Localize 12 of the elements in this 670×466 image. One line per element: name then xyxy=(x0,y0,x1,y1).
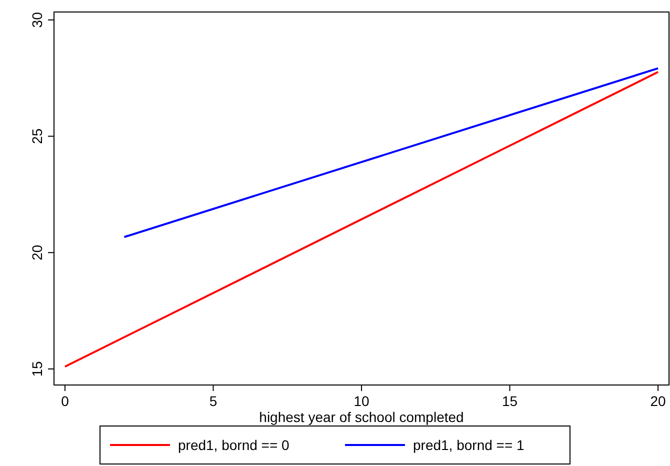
legend-label: pred1, bornd == 1 xyxy=(413,437,525,453)
y-tick-label: 30 xyxy=(29,12,45,28)
x-tick-label: 0 xyxy=(61,393,70,409)
x-tick-label: 10 xyxy=(354,393,370,409)
x-tick-label: 5 xyxy=(209,393,218,409)
legend-label: pred1, bornd == 0 xyxy=(178,437,290,453)
y-tick-label: 15 xyxy=(29,360,45,377)
x-tick-label: 20 xyxy=(650,393,666,409)
y-tick-label: 25 xyxy=(29,128,45,144)
y-tick-label: 20 xyxy=(29,244,45,260)
x-tick-label: 15 xyxy=(502,393,518,409)
x-axis-title: highest year of school completed xyxy=(259,409,464,425)
